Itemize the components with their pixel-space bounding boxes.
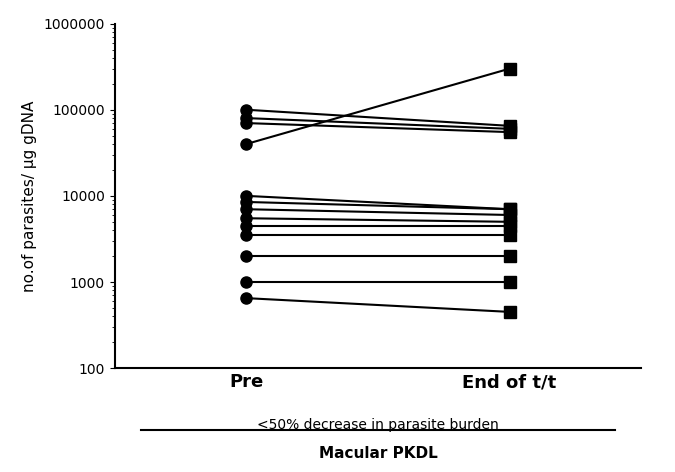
- Text: <50% decrease in parasite burden: <50% decrease in parasite burden: [257, 418, 499, 432]
- Y-axis label: no.of parasites/ µg gDNA: no.of parasites/ µg gDNA: [22, 100, 36, 292]
- Text: Macular PKDL: Macular PKDL: [319, 446, 437, 461]
